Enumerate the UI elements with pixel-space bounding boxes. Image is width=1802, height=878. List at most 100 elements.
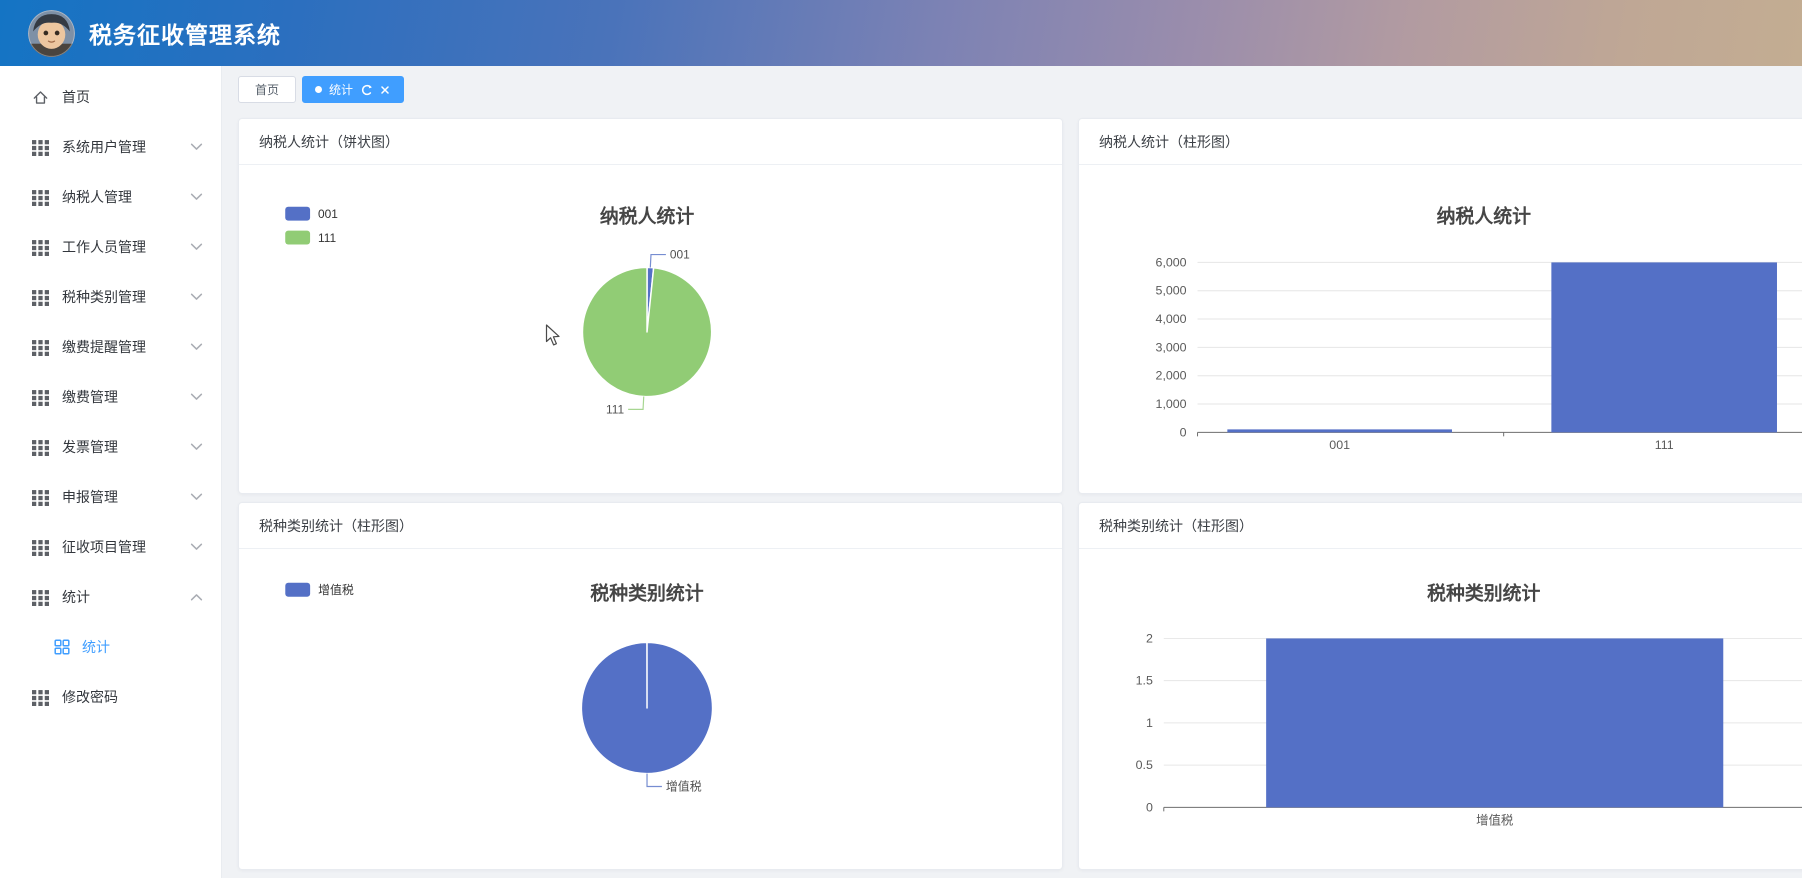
panel-title: 税种类别统计（柱形图） xyxy=(239,503,1062,549)
grid-icon xyxy=(32,189,49,206)
close-icon[interactable] xyxy=(379,84,391,96)
home-icon xyxy=(32,89,49,106)
sidebar-item-label: 修改密码 xyxy=(62,689,118,705)
chevron-down-icon xyxy=(190,143,203,151)
y-tick-label: 1.5 xyxy=(1136,674,1153,688)
sidebar-item-label: 统计 xyxy=(62,589,90,605)
panel-title: 税种类别统计（柱形图） xyxy=(1079,503,1802,549)
pie-label-line xyxy=(628,396,645,411)
sidebar-item-payment-reminder-mgmt[interactable]: 缴费提醒管理 xyxy=(0,322,221,372)
grid-icon xyxy=(32,239,49,256)
panel-tax-category-pie: 税种类别统计（柱形图） 增值税 税种类别统计 增值税 xyxy=(238,502,1063,870)
bar[interactable] xyxy=(1551,262,1777,433)
taxpayer-pie-chart[interactable]: 001 111 纳税人统计 001 111 xyxy=(239,165,1062,492)
grid-icon xyxy=(32,489,49,506)
x-tick-label: 增值税 xyxy=(1476,812,1513,827)
y-tick-label: 2 xyxy=(1146,631,1153,645)
y-tick-label: 1 xyxy=(1146,716,1153,730)
panel-tax-category-bar: 税种类别统计（柱形图） 税种类别统计 0 0.5 1 1.5 2 增值税 xyxy=(1078,502,1802,870)
tab-home[interactable]: 首页 xyxy=(238,76,297,103)
sidebar: 首页 系统用户管理 纳税人管理 工作人员管理 税种类别管理 缴费提醒管理 xyxy=(0,66,222,878)
panel-title: 纳税人统计（柱形图） xyxy=(1079,119,1802,165)
y-tick-label: 1,000 xyxy=(1156,397,1187,411)
chevron-down-icon xyxy=(190,393,203,401)
sidebar-item-label: 申报管理 xyxy=(62,489,118,505)
sidebar-item-label: 系统用户管理 xyxy=(62,139,146,155)
pie-slice[interactable] xyxy=(581,266,713,398)
bar[interactable] xyxy=(1266,638,1724,808)
y-tick-label: 0 xyxy=(1180,425,1187,439)
sidebar-item-invoice-mgmt[interactable]: 发票管理 xyxy=(0,422,221,472)
legend-swatch[interactable] xyxy=(285,582,311,597)
tab-label: 统计 xyxy=(329,83,354,97)
chevron-down-icon xyxy=(190,343,203,351)
chart-title: 税种类别统计 xyxy=(590,582,703,605)
pie-label-line xyxy=(649,253,666,268)
grid-icon xyxy=(32,339,49,356)
sidebar-item-change-password[interactable]: 修改密码 xyxy=(0,672,221,722)
sidebar-item-home[interactable]: 首页 xyxy=(0,72,221,122)
sidebar-item-label: 缴费管理 xyxy=(62,389,118,405)
sidebar-item-label: 缴费提醒管理 xyxy=(62,339,146,355)
pie-label: 001 xyxy=(670,248,690,262)
y-tick-label: 5,000 xyxy=(1156,284,1187,298)
y-tick-label: 6,000 xyxy=(1156,255,1187,269)
tax-category-pie-chart[interactable]: 增值税 税种类别统计 增值税 xyxy=(239,549,1062,868)
legend-swatch[interactable] xyxy=(285,206,311,221)
grid-icon xyxy=(32,589,49,606)
chevron-down-icon xyxy=(190,243,203,251)
grid-icon xyxy=(32,539,49,556)
bar[interactable] xyxy=(1227,429,1452,433)
sidebar-item-statistics[interactable]: 统计 xyxy=(0,572,221,622)
tax-category-bar-chart[interactable]: 税种类别统计 0 0.5 1 1.5 2 增值税 xyxy=(1079,549,1802,868)
chart-title: 纳税人统计 xyxy=(1437,205,1531,228)
legend-label[interactable]: 001 xyxy=(318,207,338,221)
squares-icon xyxy=(54,639,70,655)
grid-icon xyxy=(32,289,49,306)
bar-svg: 税种类别统计 0 0.5 1 1.5 2 增值税 xyxy=(1136,582,1802,827)
sidebar-item-label: 发票管理 xyxy=(62,439,118,455)
app-header: 税务征收管理系统 xyxy=(0,0,1802,66)
tab-statistics[interactable]: 统计 xyxy=(302,76,405,103)
user-avatar[interactable] xyxy=(28,9,75,57)
grid-icon xyxy=(32,389,49,406)
sidebar-item-taxpayer-mgmt[interactable]: 纳税人管理 xyxy=(0,172,221,222)
grid-icon xyxy=(32,139,49,156)
sidebar-item-label: 税种类别管理 xyxy=(62,289,146,305)
x-tick-label: 001 xyxy=(1329,438,1350,452)
chart-title: 税种类别统计 xyxy=(1427,582,1540,605)
bar-svg: 纳税人统计 0 1,000 2,000 3,000 4,000 5,000 6,000 001 1… xyxy=(1156,205,1802,452)
sidebar-item-system-user-mgmt[interactable]: 系统用户管理 xyxy=(0,122,221,172)
sidebar-item-staff-mgmt[interactable]: 工作人员管理 xyxy=(0,222,221,272)
chevron-down-icon xyxy=(190,193,203,201)
chevron-up-icon xyxy=(190,593,203,601)
legend-label[interactable]: 111 xyxy=(318,231,336,245)
sidebar-item-collection-project-mgmt[interactable]: 征收项目管理 xyxy=(0,522,221,572)
refresh-icon[interactable] xyxy=(360,84,372,96)
chevron-down-icon xyxy=(190,543,203,551)
tab-label: 首页 xyxy=(255,83,280,97)
app-title: 税务征收管理系统 xyxy=(89,22,281,48)
y-tick-label: 2,000 xyxy=(1156,369,1187,383)
sidebar-subitem-statistics[interactable]: 统计 xyxy=(0,622,221,672)
taxpayer-bar-chart[interactable]: 纳税人统计 0 1,000 2,000 3,000 4,000 5,000 6,000 001 1… xyxy=(1079,165,1802,492)
pie-label-line xyxy=(646,773,662,788)
pie-slice[interactable] xyxy=(580,641,714,775)
sidebar-item-payment-mgmt[interactable]: 缴费管理 xyxy=(0,372,221,422)
panel-title: 纳税人统计（饼状图） xyxy=(239,119,1062,165)
sidebar-item-tax-category-mgmt[interactable]: 税种类别管理 xyxy=(0,272,221,322)
chevron-down-icon xyxy=(190,443,203,451)
y-tick-label: 3,000 xyxy=(1156,340,1187,354)
chart-title: 纳税人统计 xyxy=(600,205,694,228)
pie-label: 增值税 xyxy=(666,779,702,793)
panel-taxpayer-bar: 纳税人统计（柱形图） 纳税人统计 0 1,000 2,000 3,000 4,000 5,0… xyxy=(1078,118,1802,494)
panel-taxpayer-pie: 纳税人统计（饼状图） 001 111 纳税人统计 001 111 xyxy=(238,118,1063,494)
pie-label: 111 xyxy=(606,402,624,416)
grid-icon xyxy=(32,439,49,456)
sidebar-item-label: 工作人员管理 xyxy=(62,239,146,255)
legend-swatch[interactable] xyxy=(285,230,311,245)
legend-label[interactable]: 增值税 xyxy=(318,583,354,597)
chevron-down-icon xyxy=(190,493,203,501)
sidebar-item-declaration-mgmt[interactable]: 申报管理 xyxy=(0,472,221,522)
